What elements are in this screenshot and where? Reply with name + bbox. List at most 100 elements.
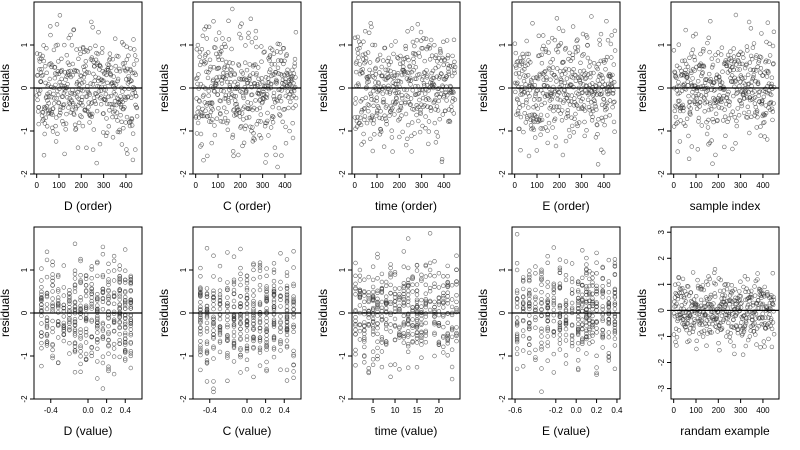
data-point bbox=[72, 241, 78, 247]
data-point bbox=[103, 91, 109, 97]
data-point bbox=[398, 79, 404, 85]
data-point bbox=[767, 53, 773, 58]
data-point bbox=[742, 65, 748, 71]
data-point bbox=[526, 51, 531, 57]
data-point bbox=[78, 336, 83, 341]
data-point bbox=[56, 100, 62, 105]
data-point bbox=[291, 265, 296, 270]
data-point bbox=[612, 263, 618, 269]
data-point bbox=[414, 292, 420, 297]
data-point bbox=[122, 316, 128, 321]
data-point bbox=[414, 37, 420, 43]
data-point bbox=[758, 293, 764, 298]
data-point bbox=[514, 300, 520, 306]
data-point bbox=[257, 302, 263, 308]
data-point bbox=[291, 353, 296, 359]
data-point bbox=[732, 287, 738, 292]
data-point bbox=[75, 103, 81, 108]
data-point bbox=[272, 145, 278, 150]
data-point bbox=[124, 57, 130, 62]
data-point bbox=[450, 53, 455, 59]
x-axis-label: C (value) bbox=[223, 424, 272, 438]
data-point bbox=[244, 334, 250, 339]
data-point bbox=[291, 369, 296, 374]
data-point bbox=[100, 79, 105, 84]
data-point bbox=[558, 41, 564, 46]
y-axis-label: residuals bbox=[0, 289, 12, 337]
data-point bbox=[110, 135, 116, 140]
data-point bbox=[676, 42, 681, 47]
data-point bbox=[223, 93, 229, 98]
data-point bbox=[540, 126, 545, 131]
data-point bbox=[217, 288, 223, 293]
data-point bbox=[100, 252, 106, 257]
data-point bbox=[128, 280, 134, 285]
data-point bbox=[63, 77, 68, 82]
data-point bbox=[594, 107, 599, 112]
data-point bbox=[384, 118, 389, 124]
data-point bbox=[230, 6, 235, 12]
data-point bbox=[685, 73, 690, 78]
data-point bbox=[217, 306, 223, 312]
data-point bbox=[379, 271, 385, 277]
data-point bbox=[594, 330, 599, 335]
data-point bbox=[362, 311, 367, 317]
data-point bbox=[726, 320, 731, 326]
data-point bbox=[68, 32, 73, 38]
data-point bbox=[563, 259, 569, 264]
data-point bbox=[106, 289, 111, 294]
data-point bbox=[533, 271, 538, 276]
data-point bbox=[519, 59, 524, 64]
data-point bbox=[401, 320, 406, 325]
data-point bbox=[423, 97, 429, 102]
data-point bbox=[44, 94, 49, 99]
data-point bbox=[83, 340, 89, 345]
data-point bbox=[215, 92, 221, 97]
data-point bbox=[612, 302, 618, 307]
data-point bbox=[762, 294, 767, 299]
data-point bbox=[545, 260, 550, 265]
data-point bbox=[69, 42, 75, 48]
data-point bbox=[212, 132, 218, 138]
data-point bbox=[251, 262, 256, 268]
data-point bbox=[700, 283, 705, 288]
data-point bbox=[210, 117, 215, 122]
data-point bbox=[56, 100, 61, 106]
data-point bbox=[87, 92, 93, 97]
data-point bbox=[210, 101, 215, 106]
data-point bbox=[595, 132, 600, 137]
data-point bbox=[284, 322, 290, 328]
data-point bbox=[86, 70, 92, 75]
data-point bbox=[388, 299, 393, 305]
data-point bbox=[575, 298, 581, 303]
data-point bbox=[362, 328, 367, 333]
data-point bbox=[676, 281, 681, 287]
data-point bbox=[709, 138, 714, 143]
data-point bbox=[545, 279, 550, 285]
y-tick-label: -2 bbox=[179, 395, 188, 403]
data-point bbox=[414, 340, 420, 345]
data-point bbox=[75, 90, 80, 95]
data-point bbox=[537, 96, 543, 102]
data-point bbox=[247, 115, 252, 120]
data-point bbox=[49, 64, 54, 70]
data-point bbox=[204, 246, 210, 251]
data-point bbox=[589, 118, 595, 123]
data-point bbox=[766, 315, 771, 320]
data-point bbox=[673, 114, 679, 120]
data-point bbox=[679, 68, 684, 74]
data-point bbox=[551, 286, 556, 291]
data-point bbox=[293, 103, 298, 108]
data-point bbox=[373, 72, 379, 77]
data-point bbox=[581, 103, 587, 108]
data-point bbox=[539, 117, 545, 123]
data-point bbox=[50, 326, 55, 331]
data-point bbox=[221, 70, 226, 76]
data-point bbox=[404, 142, 409, 148]
data-point bbox=[106, 124, 112, 129]
data-point bbox=[408, 78, 414, 83]
data-point bbox=[83, 276, 89, 281]
data-point bbox=[600, 118, 605, 123]
